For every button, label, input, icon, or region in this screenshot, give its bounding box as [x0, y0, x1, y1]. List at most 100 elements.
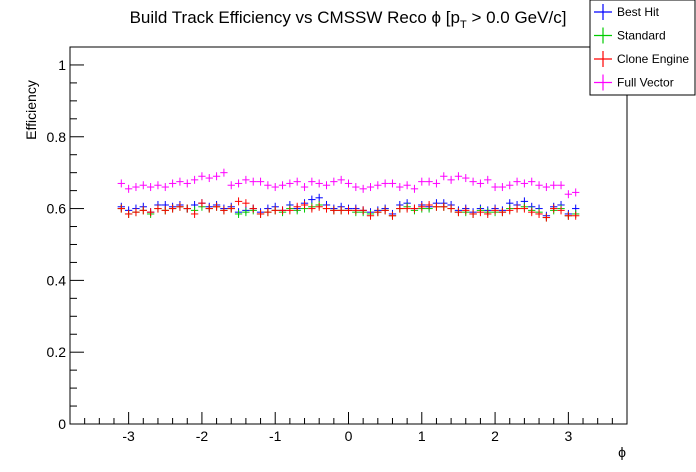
legend-label: Best Hit — [617, 5, 660, 19]
data-point — [198, 199, 206, 208]
data-point — [330, 206, 338, 215]
legend-box — [589, 0, 696, 96]
data-point — [132, 208, 140, 217]
data-point — [249, 204, 257, 213]
legend-label: Standard — [617, 29, 666, 43]
data-point — [366, 183, 375, 192]
data-point — [352, 206, 360, 215]
data-point — [117, 204, 125, 213]
legend-entry: Full Vector — [594, 74, 674, 91]
data-point — [117, 179, 125, 188]
data-point — [572, 188, 580, 197]
y-tick-label: 0.4 — [47, 272, 67, 288]
y-axis-label: Efficiency — [23, 80, 39, 140]
data-point — [234, 209, 243, 218]
data-point — [396, 204, 404, 213]
data-point — [286, 179, 294, 188]
data-point — [139, 206, 147, 215]
data-point — [315, 202, 323, 211]
data-point — [322, 204, 331, 213]
data-point — [220, 206, 228, 215]
data-point — [300, 200, 309, 209]
data-point — [168, 179, 177, 188]
legend-label: Clone Engine — [617, 52, 689, 66]
data-point — [520, 204, 529, 213]
data-point — [308, 177, 316, 186]
chart-title: Build Track Efficiency vs CMSSW Reco ϕ [… — [130, 8, 567, 31]
data-point — [403, 181, 411, 190]
chart-title-main: Build Track Efficiency vs CMSSW Reco ϕ [… — [130, 8, 460, 27]
data-point — [293, 177, 301, 186]
data-point — [220, 168, 228, 177]
data-point — [168, 204, 177, 213]
y-tick-label: 0.2 — [47, 344, 67, 360]
data-point — [139, 181, 147, 190]
data-point — [557, 206, 565, 215]
data-point — [227, 181, 235, 190]
data-point — [359, 184, 367, 193]
x-tick-label: -2 — [196, 428, 209, 444]
data-point — [476, 208, 485, 217]
data-point — [264, 208, 272, 217]
data-point — [366, 211, 375, 220]
data-point — [432, 202, 441, 211]
data-point — [513, 177, 521, 186]
data-point — [183, 204, 191, 213]
data-point — [256, 209, 265, 218]
data-point — [498, 208, 507, 217]
data-point — [161, 183, 169, 192]
data-point — [330, 177, 338, 186]
data-point — [278, 206, 287, 215]
data-point — [462, 206, 470, 215]
data-point — [388, 179, 397, 188]
data-point — [132, 183, 140, 192]
data-point — [528, 208, 536, 217]
data-point — [410, 184, 419, 193]
data-point — [315, 179, 323, 188]
data-point — [425, 177, 433, 186]
data-point — [564, 211, 573, 220]
data-point — [396, 183, 404, 192]
data-point — [271, 183, 279, 192]
data-point — [506, 181, 514, 190]
data-point — [205, 204, 213, 213]
data-point — [264, 181, 272, 190]
data-point — [418, 202, 426, 211]
data-point — [572, 211, 580, 220]
data-point — [322, 181, 331, 190]
data-point — [212, 202, 221, 211]
x-tick-label: 0 — [345, 428, 353, 444]
data-point — [205, 174, 213, 183]
series-full-vector — [117, 168, 580, 199]
data-point — [506, 206, 514, 215]
data-point — [293, 202, 301, 211]
data-point — [557, 181, 565, 190]
data-point — [242, 208, 250, 217]
data-point — [234, 197, 243, 206]
tick-labels: -3 -2 -1 0 1 2 3 0 0.2 0.4 0.6 0.8 1 — [47, 57, 573, 444]
data-point — [491, 183, 499, 192]
data-point — [388, 211, 397, 220]
data-point — [234, 179, 243, 188]
data-point — [176, 177, 184, 186]
data-point — [403, 204, 411, 213]
data-point — [381, 179, 389, 188]
x-tick-label: -3 — [122, 428, 135, 444]
data-point — [183, 179, 191, 188]
data-point — [447, 175, 455, 184]
data-point — [476, 179, 485, 188]
data-point — [308, 195, 316, 204]
data-point — [498, 183, 507, 192]
data-point — [242, 199, 250, 208]
legend-entry: Clone Engine — [594, 51, 689, 67]
chart-title-subscript: T — [460, 19, 467, 31]
x-tick-label: 1 — [418, 428, 426, 444]
data-point — [198, 172, 206, 181]
data-point — [374, 181, 382, 190]
data-point — [550, 204, 558, 213]
data-point — [440, 202, 448, 211]
y-tick-label: 1 — [58, 57, 66, 73]
data-point — [484, 209, 492, 218]
data-point — [564, 190, 573, 199]
